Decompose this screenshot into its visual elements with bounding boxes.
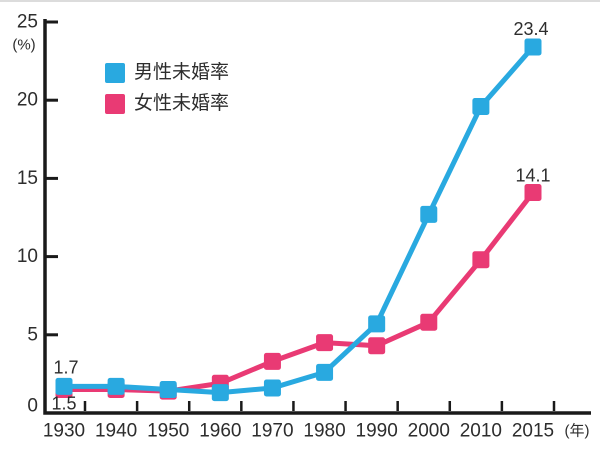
data-point-marker bbox=[524, 183, 542, 201]
x-tick-label: 1960 bbox=[199, 421, 241, 442]
y-tick-label: 0 bbox=[27, 396, 38, 417]
y-tick-label: 20 bbox=[17, 90, 38, 111]
legend: 男性未婚率女性未婚率 bbox=[105, 63, 229, 114]
x-tick-label: 2015 bbox=[512, 421, 554, 442]
data-point-marker bbox=[368, 337, 386, 355]
y-tick-label: 15 bbox=[17, 168, 38, 189]
value-annotation: 1.7 bbox=[53, 357, 78, 377]
value-annotation: 14.1 bbox=[515, 165, 550, 185]
series-line bbox=[61, 189, 536, 394]
data-point-marker bbox=[420, 313, 438, 331]
value-annotation: 1.5 bbox=[51, 394, 76, 414]
data-point-marker bbox=[472, 97, 490, 115]
data-point-marker bbox=[263, 352, 281, 370]
data-point-marker bbox=[316, 334, 334, 352]
x-tick-label: 1970 bbox=[251, 421, 293, 442]
x-tick-label: 2010 bbox=[460, 421, 502, 442]
data-point-marker bbox=[524, 38, 542, 56]
series-1 bbox=[55, 183, 542, 400]
x-axis: 1930 1940 1950 1960 1970 1980 1990 2000 2010 2015 bbox=[43, 401, 556, 442]
legend-swatch-icon bbox=[105, 94, 125, 114]
data-labels: 1.7 1.5 23.4 14.1 bbox=[51, 19, 550, 414]
x-tick-label: 1940 bbox=[95, 421, 137, 442]
legend-label: 女性未婚率 bbox=[134, 93, 230, 114]
x-axis-unit-label: (年) bbox=[565, 423, 590, 440]
data-point-marker bbox=[316, 363, 334, 381]
y-tick-label: 10 bbox=[17, 246, 38, 267]
x-tick-label: 1930 bbox=[43, 421, 85, 442]
data-point-marker bbox=[211, 384, 229, 402]
y-axis: 0 5 10 15 20 25 bbox=[17, 12, 58, 417]
y-tick-label: 5 bbox=[27, 324, 38, 345]
data-point-marker bbox=[55, 377, 73, 395]
data-point-marker bbox=[420, 205, 438, 223]
legend-swatch-icon bbox=[105, 63, 125, 83]
axis-lines bbox=[43, 19, 591, 415]
x-tick-label: 1990 bbox=[356, 421, 398, 442]
data-point-marker bbox=[159, 381, 177, 399]
x-tick-label: 2000 bbox=[408, 421, 450, 442]
data-series bbox=[55, 38, 542, 402]
series-line bbox=[61, 44, 536, 396]
axes bbox=[43, 19, 591, 415]
x-tick-label: 1950 bbox=[147, 421, 189, 442]
data-point-marker bbox=[472, 251, 490, 269]
data-point-marker bbox=[107, 377, 125, 395]
data-point-marker bbox=[263, 379, 281, 397]
top-border bbox=[0, 0, 600, 2]
value-annotation: 23.4 bbox=[513, 19, 548, 39]
series-0 bbox=[55, 38, 542, 402]
legend-item-0: 男性未婚率 bbox=[105, 63, 229, 83]
legend-item-1: 女性未婚率 bbox=[105, 94, 229, 114]
data-point-marker bbox=[368, 315, 386, 333]
y-axis-unit-label: (%) bbox=[12, 37, 35, 54]
y-tick-label: 25 bbox=[17, 12, 38, 33]
x-tick-label: 1980 bbox=[303, 421, 345, 442]
legend-label: 男性未婚率 bbox=[134, 62, 230, 83]
